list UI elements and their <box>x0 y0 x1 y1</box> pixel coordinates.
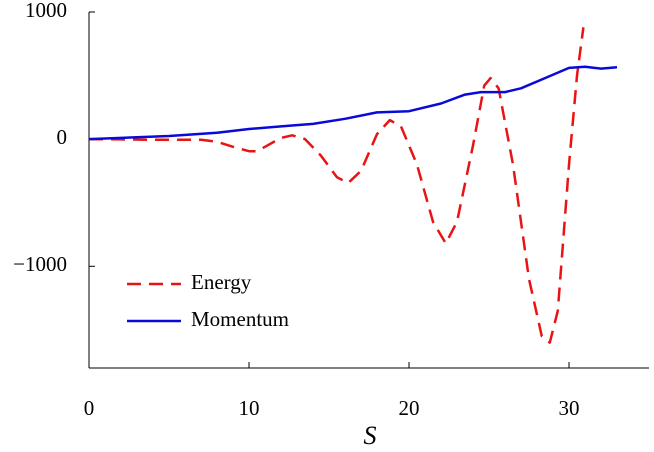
y-tick-label: 1000 <box>25 0 67 22</box>
y-tick-label: 0 <box>57 125 68 149</box>
x-tick-label: 30 <box>559 396 580 420</box>
legend-label: Energy <box>191 270 252 294</box>
line <box>88 27 585 344</box>
line <box>88 65 618 141</box>
y-tick-label: −1000 <box>13 252 67 276</box>
x-tick-label: 0 <box>84 396 95 420</box>
x-tick-label: 10 <box>239 396 260 420</box>
x-tick-label: 20 <box>399 396 420 420</box>
x-axis-label: S <box>364 421 377 450</box>
legend-label: Momentum <box>191 307 289 331</box>
